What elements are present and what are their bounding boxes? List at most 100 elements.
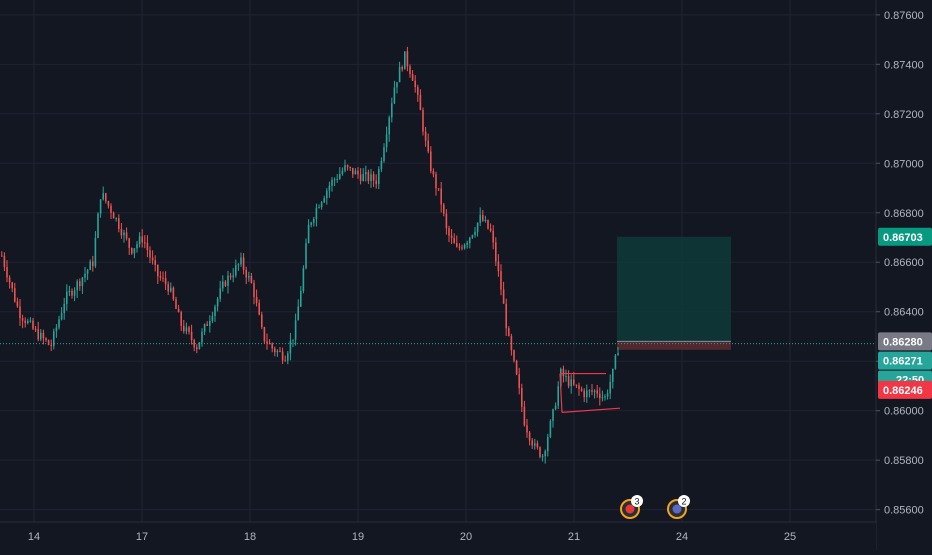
- candle-body: [175, 299, 177, 309]
- candle-body: [534, 443, 536, 446]
- candle-body: [489, 228, 492, 231]
- candle-body: [279, 350, 281, 352]
- candle-body: [333, 179, 336, 181]
- candle-body: [60, 313, 63, 320]
- candle-body: [435, 174, 437, 189]
- candle-body: [388, 117, 390, 135]
- candle-body: [430, 151, 432, 172]
- candle-body: [162, 277, 164, 279]
- candle-body: [307, 224, 310, 244]
- candle-body: [370, 174, 372, 182]
- candle-body: [612, 368, 614, 382]
- price-tick-label: 0.87200: [884, 109, 924, 121]
- candle-body: [219, 288, 221, 299]
- candle-body: [580, 388, 583, 391]
- candle-body: [614, 355, 617, 369]
- candle-body: [263, 327, 266, 342]
- candle-body: [297, 306, 299, 321]
- candle-body: [440, 188, 442, 205]
- target-price-badge[interactable]: 0.86703: [878, 227, 932, 246]
- triangle-pattern-drawing[interactable]: [559, 372, 621, 414]
- candle-body: [305, 243, 307, 269]
- candle-body: [531, 440, 533, 446]
- candle-body: [466, 242, 468, 245]
- event-count-label: 2: [681, 497, 686, 507]
- event-marker[interactable]: 3: [620, 495, 643, 519]
- candle-body: [214, 306, 216, 317]
- candle-body: [287, 353, 289, 361]
- candle-body: [167, 284, 169, 292]
- stop-zone[interactable]: [617, 341, 731, 350]
- event-country-icon: [672, 504, 682, 514]
- candle-body: [284, 360, 286, 362]
- candle-body: [323, 198, 325, 203]
- candle-body: [86, 269, 89, 274]
- candle-body: [203, 324, 206, 332]
- candle-body: [484, 219, 487, 221]
- candle-body: [398, 66, 401, 83]
- candle-body: [456, 243, 458, 247]
- stop-price-badge[interactable]: 0.86246: [878, 380, 932, 399]
- entry-price-badge-label: 0.86280: [883, 336, 923, 348]
- candle-body: [229, 275, 232, 278]
- time-tick-label: 14: [28, 531, 40, 543]
- candle-body: [149, 250, 151, 258]
- candle-body: [437, 188, 440, 190]
- candle-body: [513, 350, 515, 361]
- candle-body: [216, 298, 219, 307]
- event-marker[interactable]: 2: [667, 495, 690, 519]
- candle-body: [24, 320, 26, 324]
- candle-body: [385, 134, 388, 148]
- candle-body: [157, 264, 159, 277]
- candle-body: [341, 170, 344, 174]
- time-tick-label: 18: [244, 531, 256, 543]
- candle-body: [248, 276, 250, 278]
- time-tick-label: 21: [568, 531, 580, 543]
- candle-body: [583, 390, 585, 397]
- long-position-tool[interactable]: [0, 236, 876, 350]
- candle-body: [310, 222, 312, 225]
- target-zone[interactable]: [617, 236, 731, 342]
- candle-body: [380, 160, 383, 170]
- candle-body: [528, 432, 531, 441]
- grid-lines: [0, 0, 876, 522]
- candle-body: [170, 287, 172, 292]
- candle-body: [193, 340, 195, 348]
- entry-price-badge[interactable]: 0.86280: [878, 332, 932, 351]
- candle-body: [557, 386, 559, 406]
- candle-body: [172, 287, 175, 300]
- candle-body: [604, 396, 606, 398]
- current-price-badge[interactable]: 0.86271: [878, 351, 932, 370]
- candle-body: [53, 331, 55, 346]
- triangle-left-edge[interactable]: [559, 373, 563, 413]
- time-tick-label: 17: [136, 531, 148, 543]
- candle-body: [549, 420, 552, 438]
- current-price-badge-label: 0.86271: [883, 356, 923, 368]
- candle-body: [206, 324, 208, 326]
- price-axis[interactable]: 0.87600 0.87400 0.87200 0.87000 0.86800 0.866…: [875, 0, 932, 550]
- candle-body: [81, 277, 84, 287]
- candle-body: [79, 281, 81, 287]
- price-tick-label: 0.86400: [884, 307, 924, 319]
- time-tick-label: 24: [676, 531, 688, 543]
- candle-body: [588, 390, 591, 392]
- candle-body: [118, 218, 120, 229]
- candle-body: [128, 238, 130, 248]
- candle-body: [201, 331, 203, 343]
- candle-body: [97, 213, 99, 238]
- candle-body: [32, 320, 34, 329]
- candle-body: [372, 174, 375, 181]
- candle-body: [136, 244, 138, 249]
- candle-body: [144, 242, 146, 244]
- candle-body: [8, 277, 11, 283]
- time-axis[interactable]: 14 17 18 19 20 21 24 25: [0, 521, 876, 550]
- candle-body: [552, 409, 554, 421]
- triangle-lower-line[interactable]: [561, 407, 621, 414]
- candle-body: [591, 390, 593, 392]
- candle-body: [281, 351, 284, 361]
- candle-body: [84, 273, 86, 278]
- candle-body: [115, 218, 117, 220]
